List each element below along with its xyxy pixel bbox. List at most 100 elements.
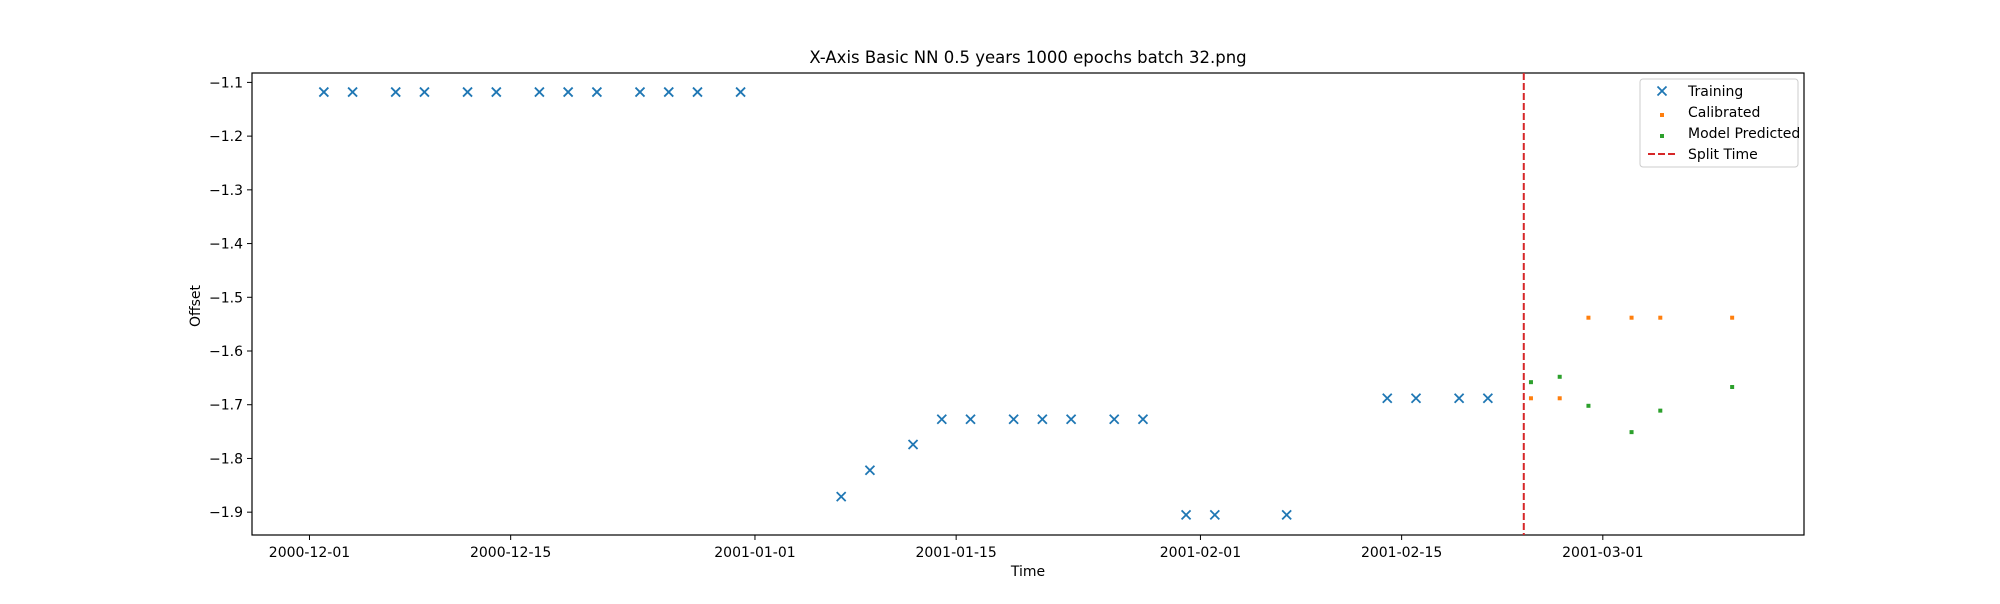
x-tick-label: 2001-01-01	[714, 545, 795, 561]
point-stroke	[1008, 414, 1019, 425]
training-point	[390, 86, 401, 98]
y-tick-label: −1.8	[209, 451, 243, 467]
training-point	[534, 86, 545, 98]
training-point	[907, 439, 919, 450]
point-stroke	[965, 414, 976, 425]
point-stroke	[591, 86, 603, 98]
training-point	[1037, 414, 1048, 425]
point-stroke	[318, 86, 329, 98]
point-stroke	[347, 86, 358, 98]
training-point	[836, 491, 847, 502]
training-point	[1137, 414, 1149, 425]
x-tick-label: 2001-01-15	[915, 545, 996, 561]
calibrated-point	[1528, 396, 1533, 401]
calibrated-point	[1557, 396, 1562, 401]
point-stroke	[491, 86, 502, 98]
training-point	[591, 86, 603, 98]
x-tick-label: 2001-02-01	[1160, 545, 1241, 561]
point-stroke	[1037, 414, 1048, 425]
point-stroke	[1209, 509, 1220, 520]
y-tick-label: −1.2	[209, 129, 243, 145]
training-point	[1109, 414, 1120, 425]
x-axis-label: Time	[1010, 564, 1045, 580]
y-tick-label: −1.9	[209, 505, 243, 521]
point-stroke	[735, 86, 746, 98]
training-point	[663, 86, 674, 98]
predicted-point	[1658, 408, 1663, 413]
y-tick-label: −1.1	[209, 75, 243, 91]
training-point	[864, 465, 876, 476]
training-point	[419, 86, 430, 98]
point-stroke	[390, 86, 401, 98]
point-stroke	[1410, 393, 1422, 404]
point-stroke	[1065, 414, 1077, 425]
calibrated-point	[1629, 315, 1634, 320]
y-tick-label: −1.6	[209, 344, 243, 360]
predicted-point	[1528, 380, 1533, 385]
predicted-point	[1730, 384, 1735, 389]
training-point	[1209, 509, 1220, 520]
plot-frame	[251, 72, 1805, 536]
series-calibrated	[1528, 315, 1735, 401]
legend-label: Training	[1687, 84, 1743, 100]
training-point	[462, 86, 473, 98]
point-stroke	[1180, 509, 1192, 520]
legend-label: Calibrated	[1688, 105, 1760, 121]
training-point	[735, 86, 746, 98]
training-point	[347, 86, 358, 98]
point-stroke	[634, 86, 646, 98]
calibrated-point	[1586, 315, 1591, 320]
y-tick-label: −1.4	[209, 237, 243, 253]
plot-area: −1.1 −1.2 −1.3 −1.4 −1.5 −1.6 −1.7 −1.8 −1.9 2000…	[209, 72, 1805, 561]
point-stroke	[836, 491, 847, 502]
legend: Training Calibrated Model Predicted Split T…	[1639, 78, 1800, 168]
training-point	[1482, 393, 1493, 404]
legend-label: Model Predicted	[1688, 126, 1800, 142]
training-point	[1453, 393, 1465, 404]
point-stroke	[563, 86, 574, 98]
training-point	[318, 86, 329, 98]
legend-marker-dot	[1660, 134, 1664, 138]
training-point	[1281, 509, 1292, 520]
point-stroke	[1453, 393, 1465, 404]
y-axis-label: Offset	[188, 284, 204, 327]
training-point	[1008, 414, 1019, 425]
training-point	[1180, 509, 1192, 520]
point-stroke	[864, 465, 876, 476]
series-training	[318, 86, 1493, 520]
legend-marker-x	[1656, 85, 1668, 97]
point-stroke	[1137, 414, 1149, 425]
point-stroke	[1281, 509, 1292, 520]
point-stroke	[1382, 393, 1393, 404]
point-stroke	[419, 86, 430, 98]
x-tick-label: 2000-12-15	[470, 545, 551, 561]
point-stroke	[1482, 393, 1493, 404]
point-stroke	[1109, 414, 1120, 425]
training-point	[563, 86, 574, 98]
predicted-point	[1586, 403, 1591, 408]
point-stroke	[534, 86, 545, 98]
predicted-point	[1629, 430, 1634, 435]
legend-box	[1639, 78, 1799, 168]
training-point	[1065, 414, 1077, 425]
chart-title: X-Axis Basic NN 0.5 years 1000 epochs ba…	[809, 48, 1246, 67]
training-point	[965, 414, 976, 425]
y-tick-label: −1.5	[209, 290, 243, 306]
x-tick-label: 2001-03-01	[1562, 545, 1643, 561]
legend-label: Split Time	[1688, 147, 1758, 163]
predicted-point	[1557, 374, 1562, 379]
training-point	[634, 86, 646, 98]
x-tick-label: 2000-12-01	[269, 545, 350, 561]
point-stroke	[907, 439, 919, 450]
training-point	[491, 86, 502, 98]
calibrated-point	[1658, 315, 1663, 320]
y-tick-label: −1.3	[209, 183, 243, 199]
point-stroke	[692, 86, 703, 98]
x-tick-label: 2001-02-15	[1361, 545, 1442, 561]
point-stroke	[663, 86, 674, 98]
y-tick-label: −1.7	[209, 398, 243, 414]
legend-marker-dot	[1660, 113, 1664, 117]
point-stroke	[462, 86, 473, 98]
